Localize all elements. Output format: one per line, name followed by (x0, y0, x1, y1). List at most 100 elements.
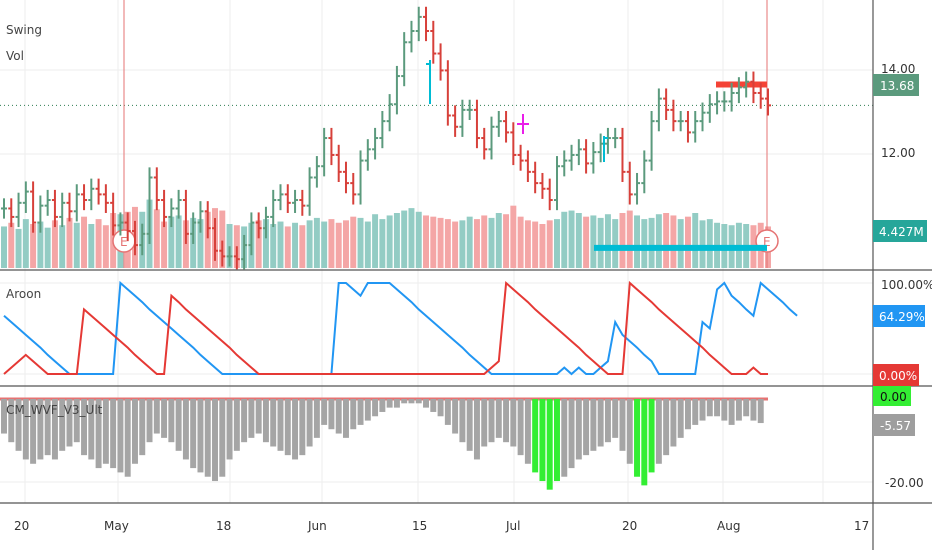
ohlc-bar (590, 141, 597, 174)
ohlc-bar (241, 234, 248, 270)
ohlc-bar (481, 127, 488, 160)
ohlc-bar (233, 246, 240, 270)
wvf-bar (735, 399, 742, 421)
wvf-bar (583, 399, 590, 456)
ohlc-bar (517, 144, 524, 171)
ohlc-bar (423, 6, 430, 42)
ohlc-bar (437, 43, 444, 81)
volume-bar (466, 216, 473, 268)
wvf-bar (226, 399, 233, 460)
aroon-up-tag: 64.29% (873, 305, 925, 327)
wvf-bar (444, 399, 451, 425)
volume-bar (284, 226, 291, 268)
volume-indicator-label[interactable]: Vol (6, 49, 24, 63)
ohlc-bar (473, 99, 480, 149)
wvf-bar (255, 399, 262, 434)
ohlc-bar (699, 102, 706, 132)
ohlc-bar (714, 91, 721, 115)
ohlc-bar (459, 99, 466, 137)
ohlc-bar (313, 156, 320, 188)
ohlc-bar (619, 127, 626, 182)
wvf-bar (423, 399, 430, 408)
volume-bar (452, 221, 459, 268)
time-axis-label: Jul (505, 519, 520, 533)
volume-bar (153, 209, 160, 268)
volume-bar (1, 226, 7, 268)
ohlc-bar (190, 212, 197, 244)
swing-indicator-label[interactable]: Swing (6, 23, 42, 37)
ohlc-bar (95, 178, 102, 205)
wvf-bar (517, 399, 524, 456)
ohlc-bar (204, 201, 211, 239)
aroon-up-line (3, 280, 798, 376)
ohlc-bar (37, 195, 44, 233)
volume-bar (488, 217, 495, 268)
volume-bar (168, 216, 175, 268)
ohlc-bar (8, 198, 15, 228)
wvf-bar (66, 399, 73, 447)
ohlc-bar (612, 127, 619, 149)
volume-bar (95, 219, 102, 268)
wvf-bar (102, 399, 109, 464)
wvf-bar (182, 399, 189, 460)
volume-bar (648, 217, 655, 268)
volume-bar (634, 215, 641, 268)
volume-bar (386, 215, 393, 268)
volume-bar (357, 217, 364, 268)
time-axis[interactable]: 20 May 18 Jun 15 Jul 20 Aug 17 (14, 519, 869, 533)
wvf-bar (459, 399, 466, 443)
wvf-bar (503, 399, 510, 443)
volume-bar (401, 210, 408, 268)
volume-bar (328, 219, 335, 268)
volume-bar (706, 219, 713, 268)
wvf-bar (372, 399, 379, 417)
wvf-bar (335, 399, 342, 434)
wvf-bar (81, 399, 88, 456)
volume-bar (699, 220, 706, 268)
ohlc-bar (88, 178, 95, 211)
ohlc-bar (81, 184, 88, 211)
price-tick-12: 12.00 (881, 146, 915, 160)
wvf-tick-minus20: -20.00 (885, 476, 924, 490)
wvf-pane[interactable] (0, 397, 768, 490)
wvf-zero-tag: 0.00 (873, 386, 911, 406)
aroon-indicator-label[interactable]: Aroon (6, 287, 41, 301)
ohlc-bar (706, 94, 713, 123)
wvf-bar (386, 399, 393, 408)
wvf-bar (408, 399, 415, 404)
ohlc-bar (655, 88, 662, 132)
ohlc-bar (168, 198, 175, 228)
wvf-bar (95, 399, 102, 469)
ohlc-bar (161, 189, 168, 228)
volume-bar (197, 219, 204, 268)
wvf-bar (270, 399, 277, 447)
volume-bar (299, 225, 306, 268)
wvf-indicator-label[interactable]: CM_WVF_V3_Ult (6, 403, 103, 417)
wvf-bar (706, 399, 713, 417)
price-tick-14: 14.00 (881, 62, 915, 76)
earnings-letter: E (120, 235, 128, 249)
volume-bar (495, 213, 502, 268)
ohlc-bar (146, 167, 153, 244)
time-axis-label: 20 (622, 519, 637, 533)
wvf-bar (728, 399, 735, 425)
ohlc-bar (532, 161, 539, 194)
ohlc-bar (379, 110, 386, 149)
wvf-bar (619, 399, 626, 451)
ohlc-bar (51, 189, 58, 228)
wvf-bar (22, 399, 29, 460)
time-axis-label: 17 (854, 519, 869, 533)
wvf-bar (110, 399, 117, 469)
wvf-bar (88, 399, 95, 460)
wvf-bar (328, 399, 335, 430)
wvf-last-value: -5.57 (880, 419, 911, 433)
ohlc-bar (328, 127, 335, 166)
ohlc-bar (728, 82, 735, 112)
wvf-bar (204, 399, 211, 477)
ohlc-bar (321, 127, 328, 177)
volume-bar (51, 220, 58, 268)
aroon-pane[interactable] (3, 280, 798, 376)
volume-bar (619, 213, 626, 268)
